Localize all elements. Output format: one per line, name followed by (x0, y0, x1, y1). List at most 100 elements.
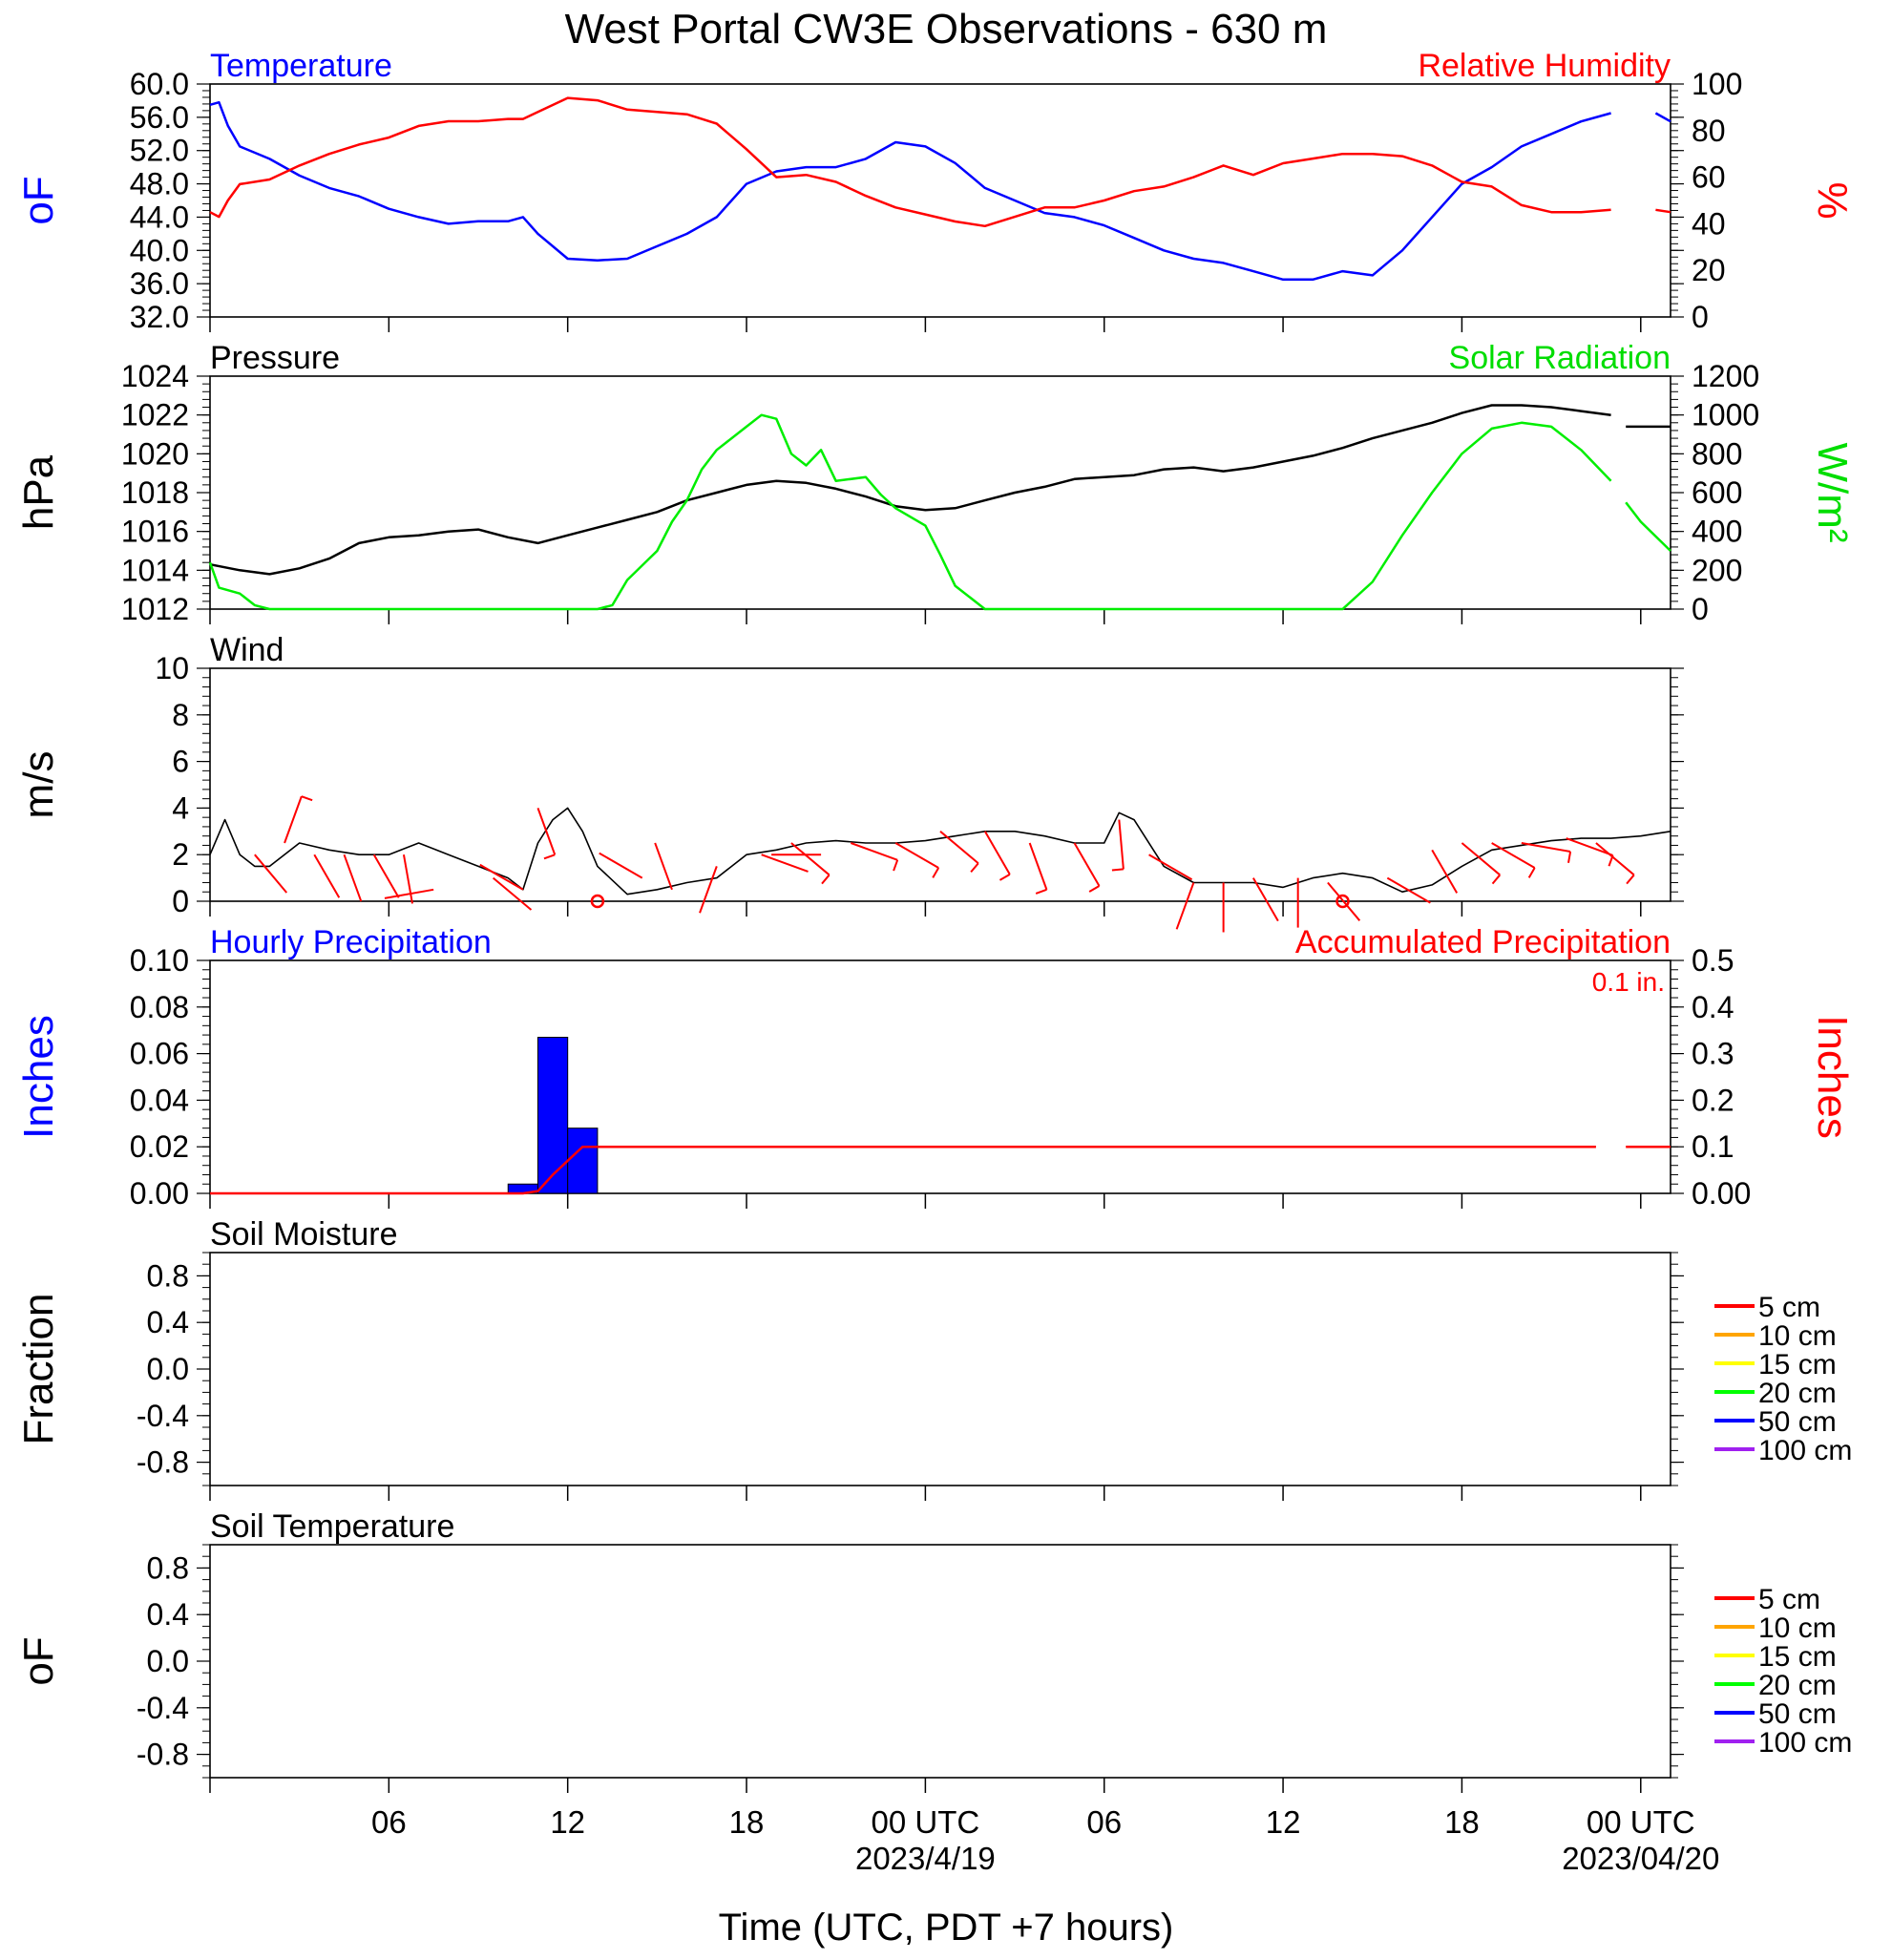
wind-calm-marker (590, 894, 605, 909)
wind-calm-marker (1335, 894, 1350, 909)
wind-barb (699, 866, 718, 914)
y-tick-label: 0.1 (1692, 1129, 1734, 1164)
wind-barb (894, 842, 939, 869)
time-tick-label: 12 (550, 1804, 585, 1840)
hourly-bar (536, 1037, 569, 1194)
y-tick-label: 0.02 (130, 1129, 189, 1164)
wind-barb-flag (1111, 868, 1124, 872)
y-tick-label: 400 (1692, 515, 1742, 549)
y-tick-label: 48.0 (130, 167, 189, 201)
y-tick-label: 32.0 (130, 300, 189, 334)
y-tick-label: 1020 (121, 436, 189, 471)
y-tick-label: 40 (1692, 206, 1726, 241)
wind-barb-flag (932, 867, 940, 878)
y-tick-label: 0.2 (1692, 1083, 1734, 1117)
wind-barb (343, 854, 363, 902)
wind-barb (479, 863, 524, 891)
panel-frame (209, 1252, 1671, 1486)
wind-barb (939, 831, 979, 864)
panel-frame (209, 959, 1671, 1194)
legend-label: 20 cm (1758, 1670, 1837, 1701)
y-tick-label: 0.8 (147, 1550, 189, 1585)
wind-barb (1431, 849, 1459, 894)
panel-title-left: Wind (210, 632, 284, 668)
time-tick-label: 18 (729, 1804, 765, 1840)
wind-barb (254, 854, 288, 894)
panel-frame (209, 667, 1671, 902)
y-axis-label-left: m/s (15, 751, 62, 819)
y-tick-label: 6 (172, 745, 189, 779)
time-tick-label: 18 (1444, 1804, 1480, 1840)
legend-label: 15 cm (1758, 1641, 1837, 1673)
y-tick-label: 100 (1692, 67, 1742, 101)
wind-barb-flag (999, 873, 1011, 881)
panel-title-left: Soil Moisture (210, 1216, 398, 1253)
y-tick-label: -0.8 (137, 1445, 189, 1480)
time-tick-date: 2023/04/20 (1562, 1841, 1719, 1876)
y-tick-label: 0.4 (147, 1597, 189, 1632)
legend-label: 10 cm (1758, 1320, 1837, 1352)
y-tick-label: 1022 (121, 398, 189, 432)
y-tick-label: 0.04 (130, 1083, 189, 1117)
wind-barb (790, 842, 830, 876)
wind-barb (1251, 877, 1279, 922)
wind-barb (983, 831, 1011, 875)
legend-label: 15 cm (1758, 1349, 1837, 1380)
wind-barb-flag (543, 854, 556, 860)
wind-barb (384, 888, 434, 899)
wind-barb (402, 854, 413, 904)
y-tick-label: 600 (1692, 475, 1742, 510)
series-line-pressure (209, 404, 1671, 576)
y-tick-label: 20 (1692, 253, 1726, 287)
hourly-bar (567, 1128, 599, 1194)
wind-barb (761, 854, 809, 873)
y-tick-label: 0.8 (147, 1258, 189, 1293)
y-tick-label: 4 (172, 790, 189, 825)
y-axis-label-left: Inches (15, 1015, 62, 1139)
y-tick-label: -0.4 (137, 1399, 189, 1433)
wind-barb-flag (893, 859, 899, 872)
y-tick-label: 60.0 (130, 67, 189, 101)
chart-title: West Portal CW3E Observations - 630 m (565, 6, 1328, 53)
series-line-humidity (209, 96, 1671, 228)
wind-barb (1073, 842, 1101, 887)
y-tick-label: 52.0 (130, 134, 189, 168)
panel-title-left: Soil Temperature (210, 1508, 454, 1545)
y-tick-label: 80 (1692, 114, 1726, 148)
y-tick-label: -0.8 (137, 1738, 189, 1772)
y-tick-label: 56.0 (130, 100, 189, 135)
wind-barb (1327, 881, 1361, 921)
y-tick-label: 1024 (121, 359, 189, 393)
wind-barb (1491, 842, 1536, 869)
series-line-wind (209, 807, 1671, 896)
wind-barb (1566, 837, 1613, 856)
wind-barb (1386, 876, 1431, 904)
panel-frame (209, 375, 1671, 610)
y-tick-label: -0.4 (137, 1691, 189, 1725)
legend-label: 5 cm (1758, 1584, 1820, 1615)
y-tick-label: 40.0 (130, 233, 189, 267)
series-line-solar-radiation (208, 413, 1671, 611)
wind-barb (850, 842, 898, 861)
y-tick-label: 0.10 (130, 943, 189, 978)
series-line-temperature (209, 100, 1671, 282)
y-tick-label: 0 (172, 884, 189, 918)
y-axis-label-left: Fraction (15, 1294, 62, 1445)
y-tick-label: 0.08 (130, 990, 189, 1024)
legend-label: 10 cm (1758, 1612, 1837, 1644)
panel-title-left: Temperature (210, 48, 392, 84)
y-tick-label: 0 (1692, 300, 1709, 334)
y-axis-label-left: hPa (15, 454, 62, 530)
panel-title-right: Accumulated Precipitation (1295, 924, 1671, 960)
y-tick-label: 0.4 (147, 1305, 189, 1339)
legend-label: 5 cm (1758, 1292, 1820, 1323)
time-axis-label: Time (UTC, PDT +7 hours) (719, 1907, 1174, 1949)
panel-temperature-humidity: Temperature Relative Humidity oF % 60.056.05… (15, 48, 1856, 334)
wind-barb (313, 854, 341, 898)
panel-pressure-solar: Pressure Solar Radiation hPa W/m² 1024 1022 10… (15, 340, 1856, 626)
wind-barb-flag (1567, 851, 1572, 864)
wind-barb (1028, 842, 1048, 891)
y-tick-label: 1016 (121, 515, 189, 549)
